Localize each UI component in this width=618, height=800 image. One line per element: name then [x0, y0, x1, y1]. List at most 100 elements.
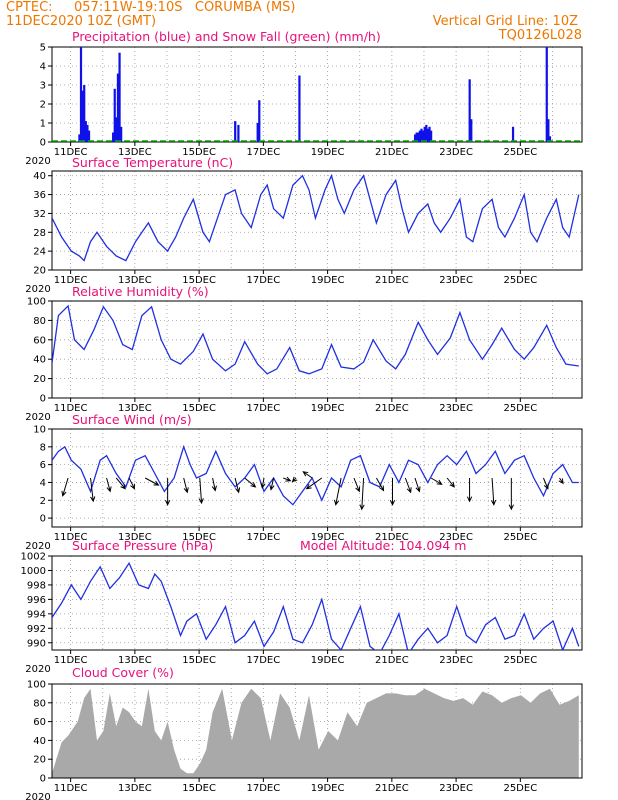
precip-bar — [113, 88, 116, 142]
precip-year-label: 2020 — [25, 156, 50, 167]
cloud-ytick-label: 60 — [33, 717, 46, 728]
precip-bar — [234, 121, 237, 142]
pressure-ytick-label: 1000 — [21, 566, 46, 577]
precip-bar — [120, 126, 123, 142]
rh-ytick-label: 0 — [40, 394, 46, 405]
temp-ytick-label: 36 — [33, 190, 46, 201]
wind-xtick-label: 13DEC — [118, 532, 152, 543]
temp-xtick-label: 23DEC — [439, 275, 473, 286]
wind-arrow — [198, 477, 204, 505]
rh-line — [52, 304, 579, 375]
temp-xtick-label: 19DEC — [311, 275, 345, 286]
cloud-frame — [51, 683, 583, 779]
cloud-xtick-label: 15DEC — [182, 783, 216, 794]
wind-arrow — [359, 477, 365, 511]
precip-xtick-label: 25DEC — [503, 147, 537, 158]
wind-ytick-label: 6 — [40, 460, 46, 471]
humidity-title: Relative Humidity (%) — [72, 284, 209, 299]
pressure-altitude-note: Model Altitude: 104.094 m — [300, 538, 466, 553]
wind-arrow — [542, 477, 549, 490]
precip-bar — [548, 136, 552, 142]
precip-ytick-label: 3 — [40, 81, 46, 92]
precip-bar — [418, 130, 421, 142]
wind-ytick-label: 0 — [40, 514, 46, 525]
precip-bar — [417, 132, 420, 142]
cloud-xtick-label: 23DEC — [439, 783, 473, 794]
precip-xtick-label: 13DEC — [118, 147, 152, 158]
wind-arrow — [353, 477, 361, 493]
wind-panel: Surface Wind (m/s) 0 2 4 6 8 10 11DEC 13DEC 15DE… — [25, 412, 583, 552]
precip-xtick-label: 23DEC — [439, 147, 473, 158]
precip-xtick-label: 21DEC — [375, 147, 409, 158]
pressure-xtick-label: 21DEC — [375, 655, 409, 666]
pressure-ytick-label: 994 — [27, 609, 46, 620]
pressure-ytick-label: 998 — [27, 580, 46, 591]
pressure-ytick-label: 1002 — [21, 552, 46, 563]
precip-bar — [413, 134, 417, 142]
precip-bar — [547, 119, 550, 142]
wind-xtick-label: 25DEC — [503, 532, 537, 543]
temp-xtick-label: 21DEC — [375, 275, 409, 286]
cloud-xtick-label: 21DEC — [375, 783, 409, 794]
precip-xtick-label: 17DEC — [246, 147, 280, 158]
wind-arrow — [375, 477, 385, 492]
wind-arrow — [165, 478, 171, 506]
pressure-year-label: 2020 — [25, 664, 50, 675]
precip-ytick-label: 5 — [40, 43, 46, 54]
wind-xtick-label: 21DEC — [375, 532, 409, 543]
header-grid-note: Vertical Grid Line: 10Z — [433, 14, 578, 29]
wind-arrow — [334, 477, 342, 506]
header-code: TQ0126L028 — [498, 28, 582, 43]
temp-xtick-label: 17DEC — [246, 275, 280, 286]
rh-xtick-label: 17DEC — [246, 403, 280, 414]
pressure-ytick-label: 990 — [27, 638, 46, 649]
precip-bar — [237, 124, 240, 142]
wind-xtick-label: 17DEC — [246, 532, 280, 543]
cloud-ytick-label: 80 — [33, 698, 46, 709]
rh-frame — [51, 300, 583, 399]
rh-xtick-label: 13DEC — [118, 403, 152, 414]
precip-bar — [430, 130, 433, 142]
temp-year-label: 2020 — [25, 284, 50, 295]
wind-arrow — [558, 477, 564, 485]
cloud-xtick-label: 13DEC — [118, 783, 152, 794]
precip-bar — [426, 128, 430, 142]
pressure-xtick-label: 19DEC — [311, 655, 345, 666]
wind-arrow — [211, 477, 217, 492]
wind-arrow — [234, 477, 241, 494]
precip-bar — [468, 79, 471, 142]
wind-arrow — [269, 477, 275, 491]
temperature-panel: Surface Temperature (nC) 20 24 28 32 36 40 11D… — [25, 155, 583, 295]
rh-xtick-label: 23DEC — [439, 403, 473, 414]
temp-ytick-label: 28 — [33, 228, 46, 239]
cloud-year-label: 2020 — [25, 792, 50, 800]
pressure-xtick-label: 25DEC — [503, 655, 537, 666]
wind-ytick-label: 2 — [40, 496, 46, 507]
wind-arrow — [61, 477, 69, 497]
rh-ytick-label: 40 — [33, 355, 46, 366]
precipitation-panel: Precipitation (blue) and Snow Fall (gree… — [25, 29, 583, 167]
precip-frame — [51, 46, 583, 143]
precip-bar — [79, 47, 83, 142]
temp-ytick-label: 24 — [33, 247, 46, 258]
wind-arrow — [244, 477, 257, 488]
wind-arrow — [260, 477, 266, 489]
pressure-ytick-label: 996 — [27, 595, 46, 606]
precip-bar — [84, 121, 87, 142]
precip-bar — [423, 126, 426, 142]
cloud-xtick-label: 11DEC — [54, 783, 88, 794]
wind-ytick-label: 10 — [33, 425, 46, 436]
rh-xtick-label: 11DEC — [54, 403, 88, 414]
wind-arrow — [305, 477, 323, 490]
precip-bar — [112, 132, 115, 142]
rh-xtick-label: 21DEC — [375, 403, 409, 414]
temperature-title: Surface Temperature (nC) — [72, 155, 233, 170]
wind-arrow — [90, 477, 96, 503]
rh-xtick-label: 15DEC — [182, 403, 216, 414]
precipitation-title: Precipitation (blue) and Snow Fall (gree… — [72, 29, 381, 44]
cloud-xtick-label: 25DEC — [503, 783, 537, 794]
cloud-ytick-label: 0 — [40, 774, 46, 785]
wind-arrow — [183, 477, 189, 494]
wind-arrow — [302, 471, 313, 479]
wind-arrow — [128, 477, 135, 490]
